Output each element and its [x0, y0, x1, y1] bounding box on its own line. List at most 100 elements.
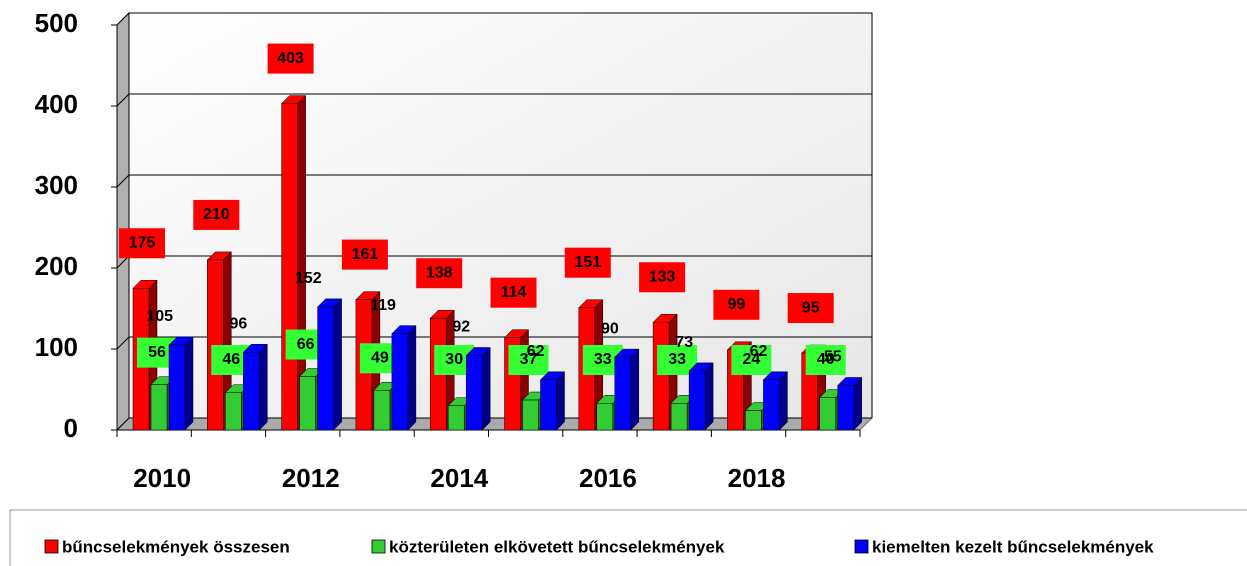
data-label: 96	[230, 315, 248, 332]
data-label: 40	[817, 351, 835, 368]
bar	[299, 376, 316, 431]
data-label-box	[639, 262, 686, 293]
bar-side	[259, 343, 268, 431]
data-label: 105	[146, 308, 173, 325]
y-tick-label: 0	[64, 413, 78, 443]
bar-side	[333, 298, 342, 431]
data-label: 92	[452, 319, 470, 336]
data-label: 119	[370, 297, 396, 314]
data-label: 33	[594, 351, 612, 368]
data-label: 24	[743, 351, 761, 368]
bar	[281, 103, 298, 431]
data-label-box	[119, 228, 165, 259]
y-tick-label: 500	[35, 8, 78, 38]
data-label-box	[713, 289, 760, 320]
x-tick-label: 2010	[133, 463, 191, 493]
grid-line	[116, 93, 130, 107]
y-tick-label: 200	[35, 251, 78, 281]
data-label-box	[267, 43, 314, 74]
data-label: 33	[668, 351, 686, 368]
grid-line	[116, 417, 130, 431]
data-label-box	[805, 345, 846, 375]
bar	[522, 399, 539, 431]
data-label: 30	[445, 351, 463, 368]
bar	[317, 306, 334, 431]
grid-line	[116, 174, 130, 188]
bar-side	[853, 376, 862, 431]
bar	[670, 403, 688, 431]
bar-side	[779, 371, 788, 431]
data-label-box	[193, 199, 240, 230]
y-tick-label: 300	[35, 170, 78, 200]
bar	[540, 379, 557, 431]
bar-side	[184, 336, 194, 431]
bar	[168, 344, 186, 431]
data-label: 152	[295, 270, 322, 287]
bar	[763, 379, 780, 431]
bar	[652, 322, 670, 431]
bar	[819, 397, 836, 431]
data-label: 62	[750, 343, 768, 360]
data-label: 56	[148, 344, 166, 361]
data-label: 95	[802, 299, 820, 316]
bar	[745, 410, 762, 431]
data-label: 99	[728, 296, 746, 313]
data-label: 62	[527, 343, 545, 360]
y-tick-label: 400	[35, 89, 78, 119]
data-label: 138	[426, 264, 453, 281]
bar	[207, 259, 224, 431]
data-label: 49	[371, 350, 389, 367]
legend-swatch	[371, 539, 386, 554]
bar	[596, 403, 614, 431]
legend-label: kiemelten kezelt bűncselekmények	[872, 537, 1154, 556]
x-tick-label: 2016	[579, 463, 637, 493]
x-tick-label: 2014	[430, 463, 488, 493]
data-label: 90	[601, 320, 619, 337]
data-label: 55	[824, 349, 842, 366]
bar-side	[481, 346, 491, 431]
data-label: 66	[297, 336, 315, 353]
data-label: 403	[277, 50, 304, 67]
bar	[373, 390, 391, 431]
bar	[447, 405, 465, 431]
legend-label: bűncselekmények összesen	[62, 537, 290, 556]
bar	[465, 355, 483, 431]
legend-box	[9, 509, 1247, 566]
data-label: 175	[129, 234, 156, 251]
bar	[688, 370, 706, 431]
data-label: 133	[649, 268, 676, 285]
data-label: 73	[675, 334, 693, 351]
data-label-box	[731, 345, 772, 375]
data-label: 151	[574, 254, 601, 271]
bar	[837, 385, 854, 431]
data-label: 37	[520, 351, 538, 368]
data-label-box	[416, 258, 463, 289]
bar-side	[407, 325, 417, 431]
bar-side	[630, 348, 640, 431]
legend-swatch	[854, 539, 869, 554]
bar	[391, 333, 409, 431]
grid-line	[116, 336, 130, 350]
data-label: 114	[501, 284, 527, 301]
bar-side	[556, 371, 565, 431]
left-wall	[116, 11, 130, 432]
bar	[614, 356, 632, 431]
y-tick-label: 100	[35, 332, 78, 362]
data-label-box	[341, 239, 388, 270]
bar	[225, 392, 242, 431]
grid-line	[116, 12, 130, 26]
x-tick-label: 2018	[728, 463, 786, 493]
data-label: 46	[222, 351, 240, 368]
data-label-box	[564, 247, 611, 278]
legend-label: közterületen elkövetett bűncselekmények	[389, 537, 725, 556]
data-label-box	[508, 345, 549, 375]
data-label: 161	[352, 246, 379, 263]
bar	[243, 351, 260, 431]
data-label-box	[490, 277, 537, 308]
data-label-box	[787, 293, 834, 324]
legend-swatch	[44, 539, 59, 554]
data-label: 210	[203, 206, 230, 223]
bar	[150, 384, 168, 431]
x-tick-label: 2012	[282, 463, 340, 493]
